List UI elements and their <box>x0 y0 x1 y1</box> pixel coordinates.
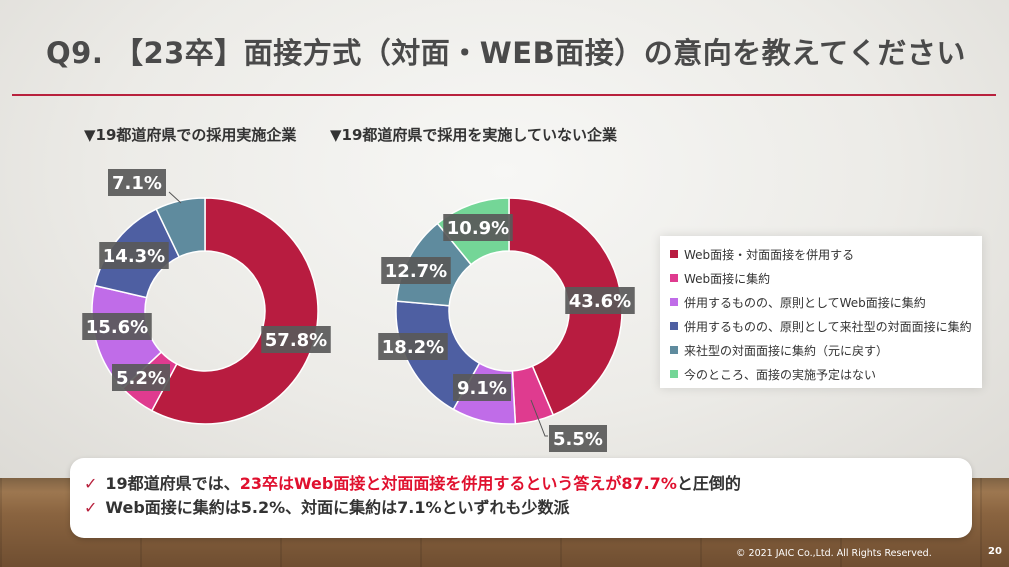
data-label-box <box>443 214 513 241</box>
chart-left-title: ▼19都道府県での採用実施企業 <box>84 126 297 144</box>
legend-swatch <box>670 250 678 258</box>
copyright-text: © 2021 JAIC Co.,Ltd. All Rights Reserved… <box>736 548 932 559</box>
legend-swatch <box>670 346 678 354</box>
page-number: 20 <box>988 546 1002 557</box>
data-label-box <box>549 425 607 452</box>
label-leader-line <box>168 191 182 204</box>
data-label-box <box>108 169 166 196</box>
legend-item: 来社型の対面面接に集約（元に戻す） <box>670 338 982 362</box>
page-title: Q9. 【23卒】面接方式（対面・WEB面接）の意向を教えてください <box>46 36 966 70</box>
data-label: 57.8% <box>265 330 327 351</box>
legend-item: 併用するものの、原則としてWeb面接に集約 <box>670 290 982 314</box>
checkmark-icon: ✓ <box>84 474 98 493</box>
legend-swatch <box>670 370 678 378</box>
data-label: 15.6% <box>86 317 148 338</box>
summary-highlight: 23卒はWeb面接と対面面接を併用するという答えが87.7% <box>239 474 677 493</box>
legend-label: 併用するものの、原則としてWeb面接に集約 <box>684 295 926 310</box>
data-label-box <box>565 287 635 314</box>
legend-label: 今のところ、面接の実施予定はない <box>684 367 877 382</box>
data-label: 5.2% <box>116 368 166 389</box>
legend-item: Web面接・対面面接を併用する <box>670 242 982 266</box>
data-label-box <box>261 326 331 353</box>
title-divider <box>12 94 996 96</box>
legend-item: 併用するものの、原則として来社型の対面面接に集約 <box>670 314 982 338</box>
data-label-box <box>378 333 448 360</box>
data-label-box <box>453 374 511 401</box>
legend-label: 併用するものの、原則として来社型の対面面接に集約 <box>684 319 972 334</box>
data-label-box <box>82 313 152 340</box>
summary-line-2: ✓ Web面接に集約は5.2%、対面に集約は7.1%といずれも少数派 <box>84 494 972 518</box>
legend-label: Web面接に集約 <box>684 271 771 286</box>
data-label: 7.1% <box>112 173 162 194</box>
data-label-box <box>99 242 169 269</box>
legend-swatch <box>670 274 678 282</box>
checkmark-icon: ✓ <box>84 498 98 517</box>
summary-text: 19都道府県では、 <box>105 474 240 493</box>
data-label: 12.7% <box>385 261 447 282</box>
chart-right-title: ▼19都道府県で採用を実施していない企業 <box>330 126 617 144</box>
chart-legend: Web面接・対面面接を併用する Web面接に集約 併用するものの、原則としてWe… <box>660 236 982 388</box>
data-label: 43.6% <box>569 291 631 312</box>
donut-slice <box>150 197 319 425</box>
donut-slice <box>155 197 206 258</box>
data-label: 10.9% <box>447 218 509 239</box>
data-label: 18.2% <box>382 337 444 358</box>
legend-label: 来社型の対面面接に集約（元に戻す） <box>684 343 889 358</box>
donut-slice <box>508 197 623 416</box>
legend-swatch <box>670 298 678 306</box>
data-label-box <box>381 257 451 284</box>
summary-line-1: ✓ 19都道府県では、23卒はWeb面接と対面面接を併用するという答えが87.7%… <box>84 470 972 494</box>
data-label-box <box>112 364 170 391</box>
data-label: 5.5% <box>553 429 603 450</box>
legend-item: Web面接に集約 <box>670 266 982 290</box>
data-label: 9.1% <box>457 378 507 399</box>
summary-text: Web面接に集約は5.2%、対面に集約は7.1%といずれも少数派 <box>105 498 570 517</box>
legend-label: Web面接・対面面接を併用する <box>684 247 855 262</box>
data-label: 14.3% <box>103 246 165 267</box>
legend-swatch <box>670 322 678 330</box>
summary-box: ✓ 19都道府県では、23卒はWeb面接と対面面接を併用するという答えが87.7%… <box>70 458 972 538</box>
legend-item: 今のところ、面接の実施予定はない <box>670 362 982 386</box>
label-leader-line <box>530 399 548 437</box>
summary-text: と圧倒的 <box>676 474 741 493</box>
